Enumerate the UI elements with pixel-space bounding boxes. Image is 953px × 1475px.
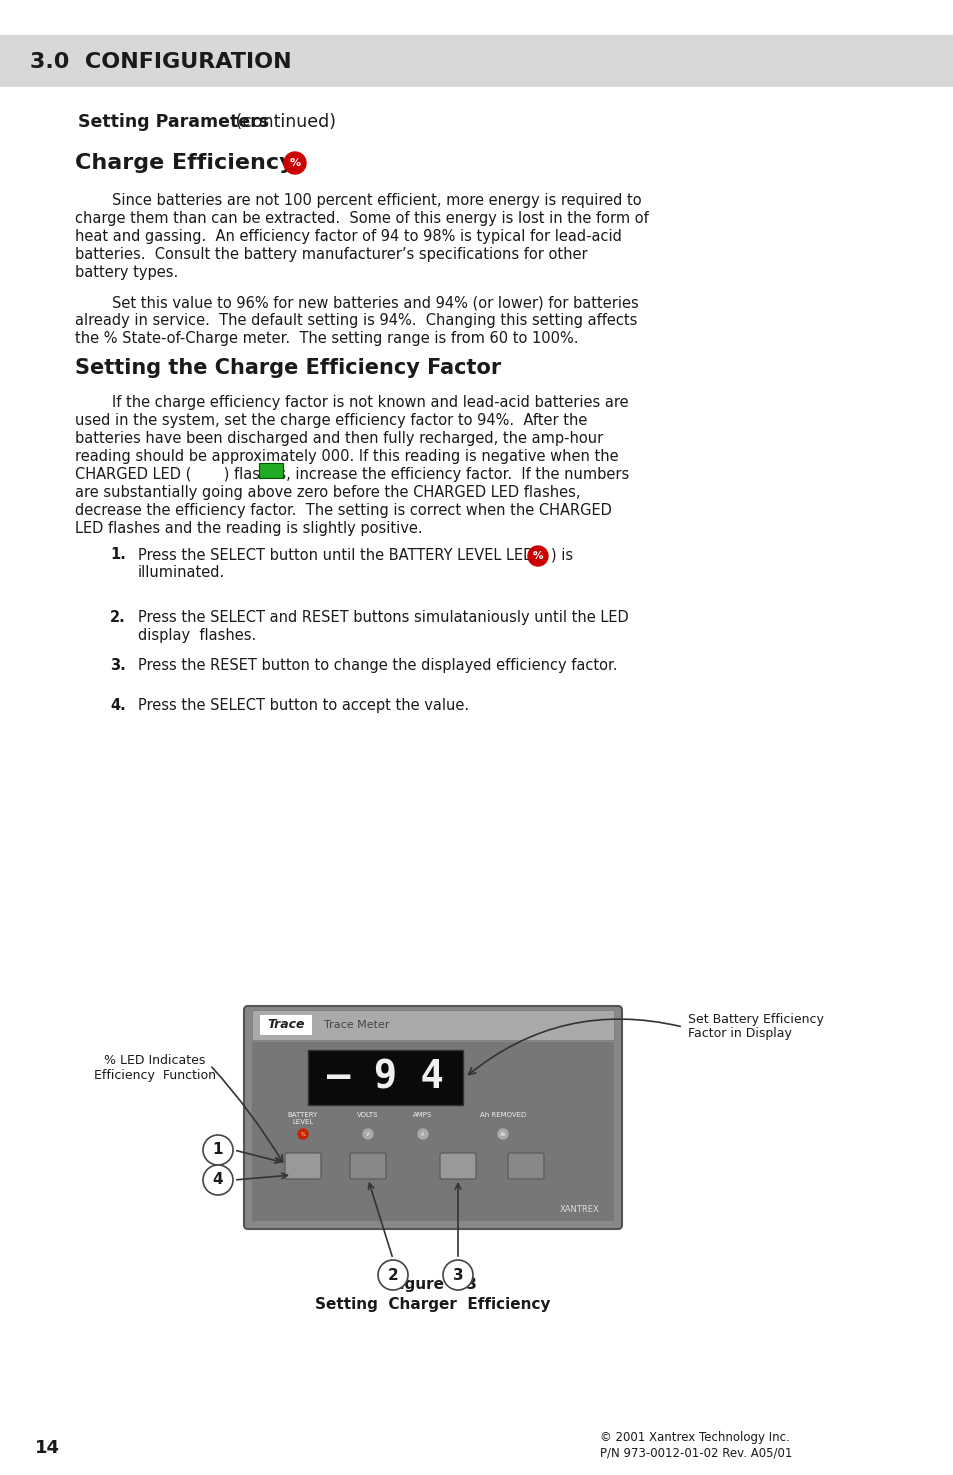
FancyBboxPatch shape — [507, 1153, 543, 1179]
Text: V: V — [366, 1131, 370, 1137]
Text: Press the SELECT button to accept the value.: Press the SELECT button to accept the va… — [138, 698, 469, 712]
Text: 14: 14 — [35, 1440, 60, 1457]
Circle shape — [363, 1128, 373, 1139]
Text: Trace: Trace — [267, 1019, 304, 1031]
Text: (continued): (continued) — [230, 114, 335, 131]
Text: batteries.  Consult the battery manufacturer’s specifications for other: batteries. Consult the battery manufactu… — [75, 246, 587, 263]
Text: AMPS: AMPS — [413, 1112, 432, 1118]
Circle shape — [297, 1128, 308, 1139]
Text: A: A — [421, 1131, 424, 1137]
Circle shape — [497, 1128, 507, 1139]
Text: 3.0  CONFIGURATION: 3.0 CONFIGURATION — [30, 52, 292, 72]
Text: Charge Efficiency: Charge Efficiency — [75, 153, 294, 173]
Text: 1.: 1. — [110, 547, 126, 562]
Bar — [252, 1010, 614, 1040]
Text: Trace Meter: Trace Meter — [324, 1021, 389, 1030]
Text: © 2001 Xantrex Technology Inc.: © 2001 Xantrex Technology Inc. — [599, 1432, 789, 1444]
Text: 3: 3 — [453, 1267, 463, 1282]
Text: P/N 973-0012-01-02 Rev. A05/01: P/N 973-0012-01-02 Rev. A05/01 — [599, 1447, 792, 1459]
Circle shape — [377, 1260, 408, 1291]
Text: already in service.  The default setting is 94%.  Changing this setting affects: already in service. The default setting … — [75, 313, 637, 327]
Text: CHARGED LED (       ) flashes, increase the efficiency factor.  If the numbers: CHARGED LED ( ) flashes, increase the ef… — [75, 468, 629, 482]
Text: Setting  Charger  Efficiency: Setting Charger Efficiency — [314, 1298, 550, 1313]
FancyBboxPatch shape — [285, 1153, 320, 1179]
Text: Setting Parameters: Setting Parameters — [78, 114, 269, 131]
FancyBboxPatch shape — [439, 1153, 476, 1179]
Text: 2.: 2. — [110, 611, 126, 625]
Text: Setting the Charge Efficiency Factor: Setting the Charge Efficiency Factor — [75, 358, 500, 378]
Text: reading should be approximately 000. If this reading is negative when the: reading should be approximately 000. If … — [75, 448, 618, 465]
Text: charge them than can be extracted.  Some of this energy is lost in the form of: charge them than can be extracted. Some … — [75, 211, 648, 226]
Text: LED flashes and the reading is slightly positive.: LED flashes and the reading is slightly … — [75, 521, 422, 535]
Text: Figure 3-3: Figure 3-3 — [389, 1277, 476, 1292]
Text: 4.: 4. — [110, 698, 126, 712]
Text: %: % — [300, 1131, 305, 1137]
Text: used in the system, set the charge efficiency factor to 94%.  After the: used in the system, set the charge effic… — [75, 413, 587, 428]
Text: decrease the efficiency factor.  The setting is correct when the CHARGED: decrease the efficiency factor. The sett… — [75, 503, 611, 518]
Text: Ah: Ah — [499, 1131, 506, 1137]
Text: display  flashes.: display flashes. — [138, 628, 256, 643]
Text: Set Battery Efficiency: Set Battery Efficiency — [687, 1013, 823, 1027]
Text: Press the RESET button to change the displayed efficiency factor.: Press the RESET button to change the dis… — [138, 658, 617, 673]
Text: %: % — [532, 552, 542, 560]
Text: BATTERY
LEVEL: BATTERY LEVEL — [288, 1112, 317, 1125]
Bar — [252, 1041, 614, 1221]
Text: 3.: 3. — [110, 658, 126, 673]
Text: % LED Indicates: % LED Indicates — [104, 1053, 206, 1066]
FancyBboxPatch shape — [258, 463, 283, 478]
Text: Since batteries are not 100 percent efficient, more energy is required to: Since batteries are not 100 percent effi… — [75, 193, 641, 208]
Text: Efficiency  Function: Efficiency Function — [94, 1068, 215, 1081]
Text: Ah REMOVED: Ah REMOVED — [479, 1112, 525, 1118]
Circle shape — [417, 1128, 428, 1139]
Text: ) is: ) is — [551, 547, 573, 562]
Text: 1: 1 — [213, 1143, 223, 1158]
Circle shape — [527, 546, 547, 566]
Text: battery types.: battery types. — [75, 266, 178, 280]
Text: Press the SELECT and RESET buttons simulataniously until the LED: Press the SELECT and RESET buttons simul… — [138, 611, 628, 625]
FancyBboxPatch shape — [350, 1153, 386, 1179]
FancyBboxPatch shape — [244, 1006, 621, 1229]
Circle shape — [442, 1260, 473, 1291]
Circle shape — [203, 1134, 233, 1165]
Bar — [0, 35, 953, 87]
Text: batteries have been discharged and then fully recharged, the amp-hour: batteries have been discharged and then … — [75, 431, 602, 445]
Bar — [260, 1015, 312, 1035]
Text: – 9 4: – 9 4 — [327, 1059, 443, 1096]
Text: Factor in Display: Factor in Display — [687, 1028, 791, 1040]
Text: heat and gassing.  An efficiency factor of 94 to 98% is typical for lead-acid: heat and gassing. An efficiency factor o… — [75, 229, 621, 243]
Text: XANTREX: XANTREX — [559, 1205, 599, 1214]
Text: the % State-of-Charge meter.  The setting range is from 60 to 100%.: the % State-of-Charge meter. The setting… — [75, 330, 578, 347]
FancyArrowPatch shape — [468, 1019, 679, 1075]
Text: Press the SELECT button until the BATTERY LEVEL LED (: Press the SELECT button until the BATTER… — [138, 547, 544, 562]
Circle shape — [284, 152, 306, 174]
Text: 2: 2 — [387, 1267, 398, 1282]
Circle shape — [203, 1165, 233, 1195]
Text: If the charge efficiency factor is not known and lead-acid batteries are: If the charge efficiency factor is not k… — [75, 395, 628, 410]
Text: VOLTS: VOLTS — [356, 1112, 378, 1118]
Bar — [308, 1050, 462, 1105]
Text: Set this value to 96% for new batteries and 94% (or lower) for batteries: Set this value to 96% for new batteries … — [75, 295, 639, 310]
FancyArrowPatch shape — [212, 1066, 282, 1162]
Text: 4: 4 — [213, 1173, 223, 1187]
Text: %: % — [289, 158, 300, 168]
Text: illuminated.: illuminated. — [138, 565, 225, 580]
Text: are substantially going above zero before the CHARGED LED flashes,: are substantially going above zero befor… — [75, 485, 579, 500]
